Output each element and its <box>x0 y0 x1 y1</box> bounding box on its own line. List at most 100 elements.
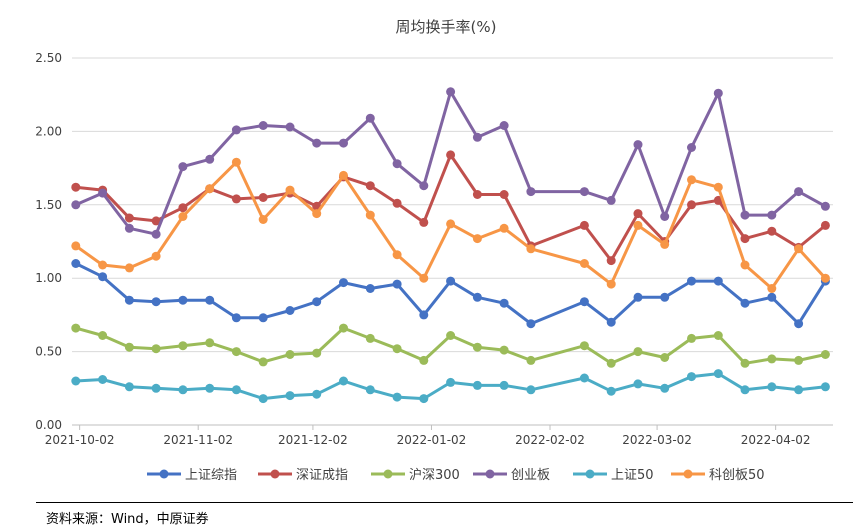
legend-item: 沪深300 <box>371 467 460 483</box>
data-point <box>740 210 750 220</box>
data-point <box>151 216 161 226</box>
data-point <box>499 223 509 233</box>
data-point <box>365 181 375 191</box>
series-5 <box>71 157 830 293</box>
data-point <box>231 194 241 204</box>
data-point <box>258 215 268 224</box>
data-point <box>633 140 643 150</box>
data-point <box>151 251 161 261</box>
data-point <box>285 306 295 315</box>
data-point <box>312 297 322 307</box>
legend-swatch-marker <box>585 469 595 479</box>
data-point <box>660 292 670 302</box>
data-point <box>98 260 108 270</box>
series-line <box>75 153 827 263</box>
data-point <box>258 313 268 323</box>
data-point <box>579 187 589 197</box>
data-point <box>71 323 81 333</box>
legend-item: 上证综指 <box>147 468 237 483</box>
data-point <box>71 376 81 386</box>
data-point <box>606 317 616 327</box>
x-tick-label: 2022-03-02 <box>622 433 692 447</box>
legend-item: 创业板 <box>473 468 550 483</box>
data-point <box>71 200 81 210</box>
data-point <box>820 220 830 230</box>
data-point <box>98 331 108 340</box>
data-point <box>392 198 402 208</box>
source-divider <box>36 502 853 503</box>
data-point <box>392 392 402 402</box>
data-point <box>794 355 804 365</box>
y-tick-label: 2.50 <box>35 51 62 65</box>
data-point <box>740 260 750 270</box>
series-0 <box>71 259 830 329</box>
data-point <box>365 113 375 123</box>
data-point <box>526 244 536 254</box>
data-point <box>472 342 482 352</box>
data-point <box>526 355 536 365</box>
data-point <box>499 121 509 130</box>
data-point <box>419 217 429 227</box>
data-point <box>740 358 750 368</box>
legend-item: 上证50 <box>573 468 654 483</box>
data-point <box>794 187 804 197</box>
y-tick-label: 1.00 <box>35 271 62 285</box>
x-axis: 2021-10-02 2021-11-02 2021-12-02 2022-01-02… <box>45 424 833 447</box>
data-point <box>767 226 777 236</box>
legend-label: 上证50 <box>611 468 654 483</box>
data-point <box>713 88 723 98</box>
data-point <box>151 383 161 393</box>
data-point <box>606 279 616 289</box>
data-point <box>98 188 108 198</box>
series-4 <box>71 369 830 404</box>
series-2 <box>71 323 830 368</box>
y-axis: 0.00 0.50 1.00 1.50 2.00 2.50 <box>35 51 62 432</box>
data-point <box>392 279 402 289</box>
data-point <box>98 272 108 282</box>
data-point <box>579 220 589 230</box>
data-point <box>713 331 723 340</box>
data-point <box>820 201 830 211</box>
data-point <box>205 338 215 348</box>
data-point <box>794 385 804 395</box>
data-point <box>820 273 830 283</box>
data-point <box>312 138 322 148</box>
data-point <box>339 323 348 333</box>
data-point <box>285 185 295 195</box>
data-point <box>392 250 402 260</box>
data-point <box>687 333 696 343</box>
data-point <box>446 276 456 286</box>
data-point <box>124 295 134 305</box>
chart-title: 周均换手率(%) <box>396 18 497 36</box>
x-tick-label: 2021-12-02 <box>278 433 348 447</box>
data-point <box>365 333 375 343</box>
data-point <box>687 175 696 185</box>
data-point <box>606 358 616 368</box>
data-point <box>231 157 241 167</box>
data-point <box>178 341 188 351</box>
data-point <box>526 319 536 329</box>
gridlines <box>72 57 833 353</box>
data-point <box>71 259 81 268</box>
data-point <box>124 382 134 392</box>
series-line <box>75 262 827 326</box>
data-point <box>446 331 456 340</box>
data-point <box>499 190 509 199</box>
data-point <box>606 386 616 396</box>
data-point <box>820 382 830 392</box>
data-point <box>579 341 589 351</box>
data-point <box>446 150 456 160</box>
data-point <box>526 187 536 197</box>
legend: 上证综指 深证成指 沪深300 创业板 上证50 科创板50 <box>147 467 765 483</box>
data-point <box>472 234 482 244</box>
y-tick-label: 2.00 <box>35 124 62 138</box>
data-point <box>339 138 348 148</box>
legend-label: 上证综指 <box>185 468 237 483</box>
data-point <box>205 154 215 164</box>
data-point <box>258 394 268 404</box>
data-point <box>633 220 643 230</box>
data-point <box>285 350 295 359</box>
data-point <box>231 313 241 323</box>
data-point <box>124 342 134 352</box>
